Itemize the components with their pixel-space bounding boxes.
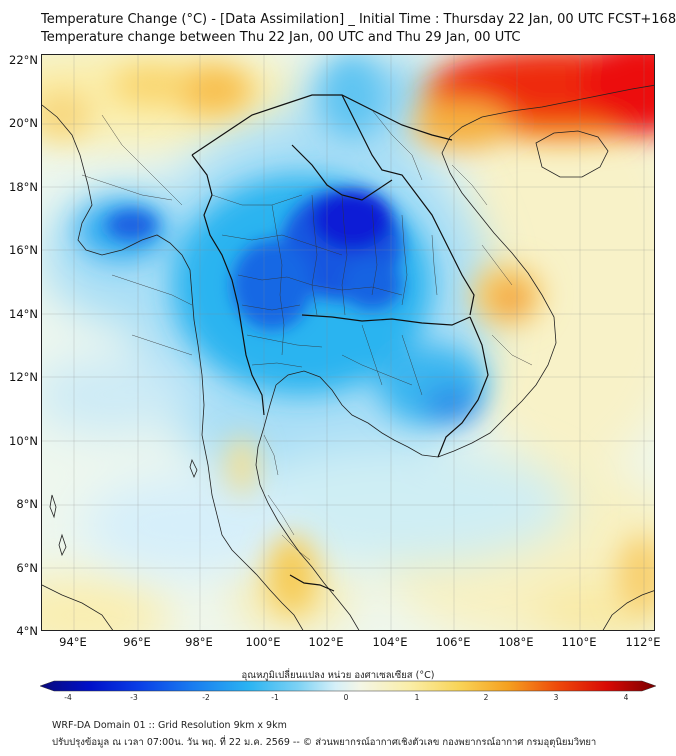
lat-label-16n: 16°N	[9, 243, 38, 257]
graticule	[42, 55, 654, 630]
colorbar-tick: 2	[483, 693, 489, 702]
colorbar-tick: -4	[64, 693, 72, 702]
lat-label-22n: 22°N	[9, 53, 38, 67]
colorbar-tick: 1	[414, 693, 420, 702]
chart-title: Temperature Change (°C) - [Data Assimila…	[41, 12, 676, 27]
lon-label-108e: 108°E	[498, 635, 534, 649]
lon-label-106e: 106°E	[435, 635, 471, 649]
colorbar-tick: 0	[343, 693, 349, 702]
colorbar-tick: -3	[130, 693, 138, 702]
lon-label-102e: 102°E	[308, 635, 344, 649]
lat-label-10n: 10°N	[9, 434, 38, 448]
colorbar-tick: -1	[271, 693, 279, 702]
chart-subtitle: Temperature change between Thu 22 Jan, 0…	[41, 30, 521, 45]
colorbar-tick: -2	[202, 693, 210, 702]
footer-credit: ปรับปรุงข้อมูล ณ เวลา 07:00น. วัน พฤ. ที…	[52, 737, 597, 748]
lon-label-104e: 104°E	[372, 635, 408, 649]
temperature-change-map	[41, 54, 655, 631]
colorbar-tick: 4	[623, 693, 629, 702]
colorbar	[40, 680, 656, 692]
temperature-change-field	[42, 55, 654, 630]
coastlines	[42, 84, 654, 630]
lat-label-8n: 8°N	[16, 497, 38, 511]
lat-label-14n: 14°N	[9, 307, 38, 321]
lon-label-94e: 94°E	[59, 635, 87, 649]
lat-label-20n: 20°N	[9, 116, 38, 130]
lat-label-4n: 4°N	[16, 624, 38, 638]
lat-label-12n: 12°N	[9, 370, 38, 384]
lon-label-112e: 112°E	[625, 635, 661, 649]
lon-label-110e: 110°E	[561, 635, 597, 649]
colorbar-label: อุณหภูมิเปลี่ยนแปลง หน่วย องศาเซลเซียส (…	[241, 670, 435, 681]
colorbar-tick: 3	[553, 693, 559, 702]
province-boundaries	[81, 109, 533, 561]
lat-label-6n: 6°N	[16, 561, 38, 575]
lat-label-18n: 18°N	[9, 180, 38, 194]
lon-label-96e: 96°E	[123, 635, 151, 649]
footer-model-info: WRF-DA Domain 01 :: Grid Resolution 9km …	[52, 720, 287, 731]
lon-label-98e: 98°E	[185, 635, 213, 649]
lon-label-100e: 100°E	[245, 635, 281, 649]
